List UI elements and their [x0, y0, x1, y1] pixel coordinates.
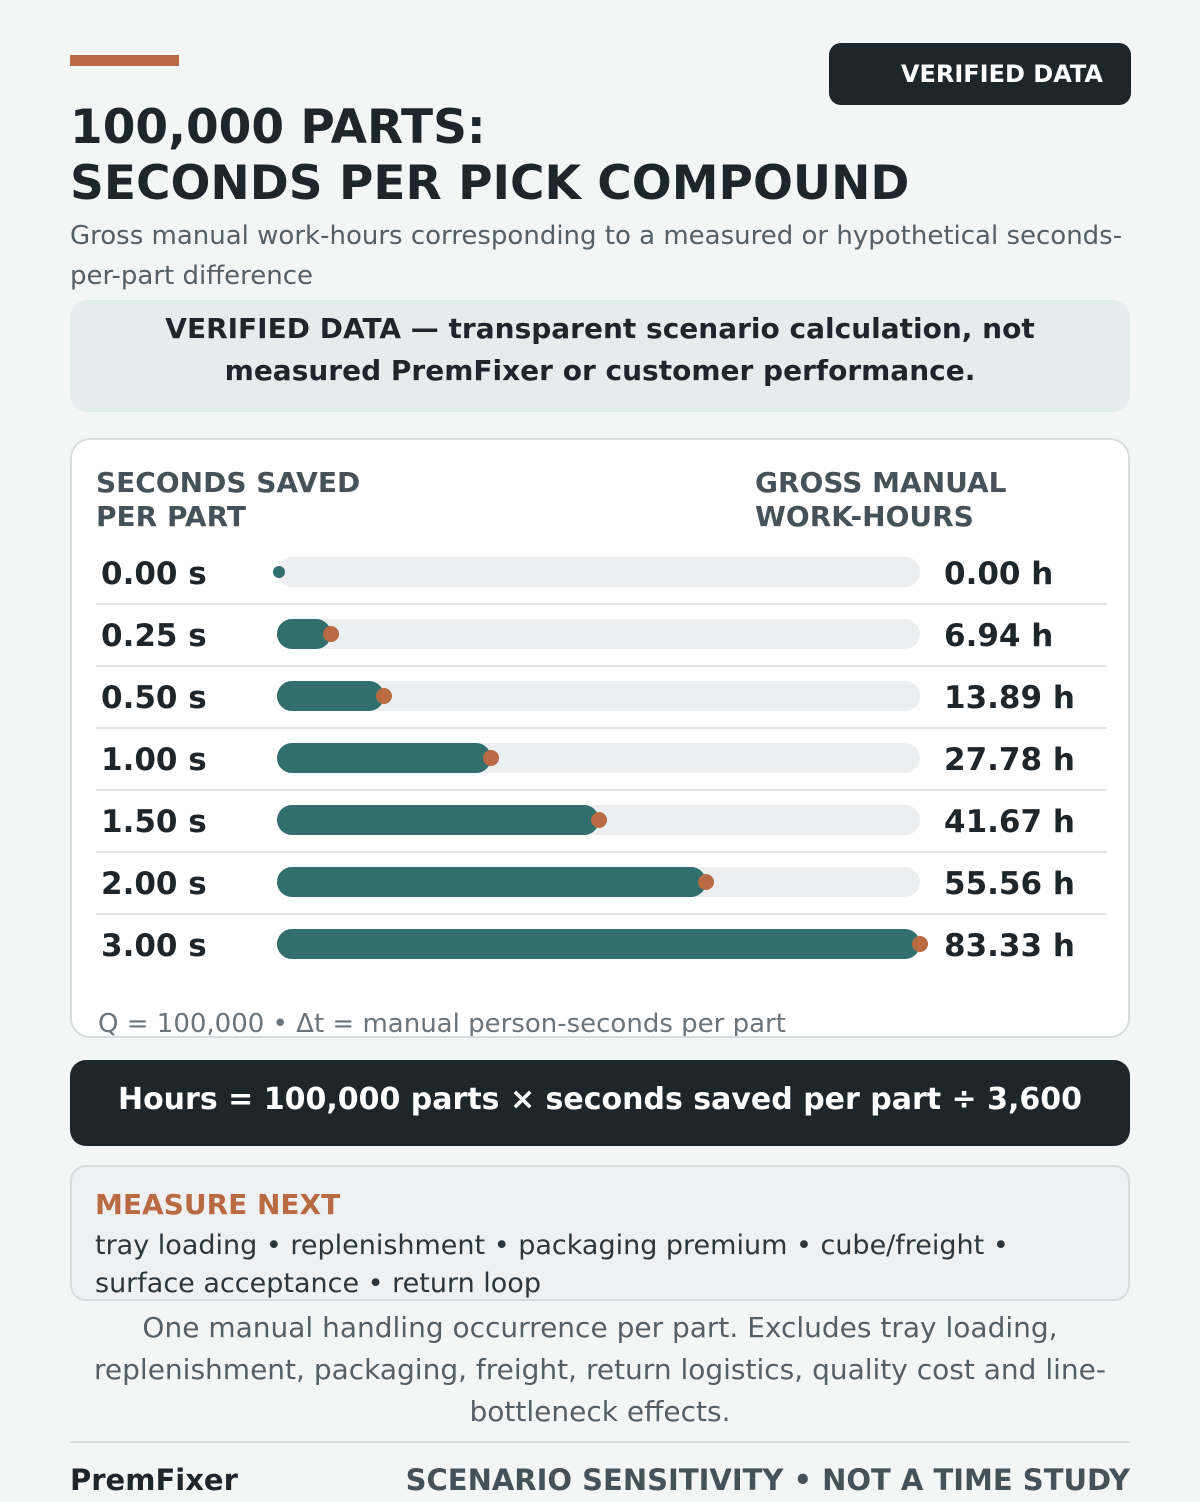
- chart-footnote: Q = 100,000 • Δt = manual person-seconds…: [98, 1009, 786, 1038]
- footer-divider: [70, 1441, 1130, 1443]
- bar-category-label: 0.50 s: [101, 680, 207, 716]
- bar-end-marker: [912, 936, 928, 952]
- bar-category-label: 0.00 s: [101, 556, 207, 592]
- column-header-seconds: SECONDS SAVED PER PART: [96, 466, 416, 534]
- brand-name: PremFixer: [70, 1463, 238, 1497]
- bar-end-marker: [273, 566, 285, 578]
- bar-row: 1.50 s 41.67 h: [72, 792, 1128, 854]
- bar-fill: [277, 867, 706, 897]
- row-divider: [96, 665, 1107, 667]
- bar-value-label: 83.33 h: [944, 928, 1075, 964]
- title-line-2: SECONDS PER PICK COMPOUND: [70, 156, 910, 211]
- bar-category-label: 2.00 s: [101, 866, 207, 902]
- footer-tagline: SCENARIO SENSITIVITY • NOT A TIME STUDY: [405, 1463, 1130, 1497]
- accent-bar: [70, 55, 179, 66]
- bar-track: [277, 557, 920, 587]
- bar-value-label: 6.94 h: [944, 618, 1054, 654]
- measure-next-title: MEASURE NEXT: [95, 1188, 341, 1221]
- row-divider: [96, 913, 1107, 915]
- bar-value-label: 41.67 h: [944, 804, 1075, 840]
- bar-end-marker: [697, 874, 714, 890]
- measure-next-items: tray loading • replenishment • packaging…: [95, 1230, 1009, 1299]
- bar-category-label: 3.00 s: [101, 928, 207, 964]
- bar-category-label: 1.50 s: [101, 804, 207, 840]
- bar-value-label: 0.00 h: [944, 556, 1054, 592]
- column-header-hours-line-1: GROSS MANUAL: [755, 466, 1007, 499]
- bar-value-label: 27.78 h: [944, 742, 1075, 778]
- bar-row: 1.00 s 27.78 h: [72, 730, 1128, 792]
- bar-fill: [277, 619, 331, 649]
- bar-row: 0.50 s 13.89 h: [72, 668, 1128, 730]
- disclaimer: One manual handling occurrence per part.…: [94, 1311, 1106, 1428]
- bar-fill: [277, 743, 492, 773]
- row-divider: [96, 789, 1107, 791]
- measure-next-box: MEASURE NEXT tray loading • replenishmen…: [70, 1165, 1130, 1301]
- bar-category-label: 0.25 s: [101, 618, 207, 654]
- column-header-hours-line-2: WORK-HOURS: [755, 500, 974, 533]
- bar-fill: [277, 805, 599, 835]
- row-divider: [96, 603, 1107, 605]
- row-divider: [96, 727, 1107, 729]
- bar-row: 2.00 s 55.56 h: [72, 854, 1128, 916]
- verified-notice: VERIFIED DATA — transparent scenario cal…: [70, 300, 1130, 412]
- column-header-seconds-line-1: SECONDS SAVED: [96, 466, 361, 499]
- formula-banner: Hours = 100,000 parts × seconds saved pe…: [70, 1060, 1130, 1146]
- bar-row: 3.00 s 83.33 h: [72, 916, 1128, 978]
- subtitle: Gross manual work-hours corresponding to…: [70, 221, 1123, 291]
- page-title: 100,000 PARTS: SECONDS PER PICK COMPOUND: [70, 100, 1130, 212]
- bar-value-label: 55.56 h: [944, 866, 1075, 902]
- bar-fill: [277, 681, 385, 711]
- bar-track: [277, 619, 920, 649]
- row-divider: [96, 851, 1107, 853]
- column-header-seconds-line-2: PER PART: [96, 500, 246, 533]
- bar-row: 0.00 s 0.00 h: [72, 544, 1128, 606]
- title-line-1: 100,000 PARTS:: [70, 100, 486, 155]
- column-header-hours: GROSS MANUAL WORK-HOURS: [755, 466, 1095, 534]
- bar-value-label: 13.89 h: [944, 680, 1075, 716]
- bar-fill: [277, 929, 920, 959]
- bar-row: 0.25 s 6.94 h: [72, 606, 1128, 668]
- bar-end-marker: [590, 812, 607, 828]
- verified-badge: VERIFIED DATA: [829, 43, 1131, 105]
- bar-end-marker: [483, 750, 500, 766]
- bar-end-marker: [322, 626, 339, 642]
- bar-category-label: 1.00 s: [101, 742, 207, 778]
- bar-end-marker: [376, 688, 393, 704]
- chart-card: SECONDS SAVED PER PART GROSS MANUAL WORK…: [70, 438, 1130, 1038]
